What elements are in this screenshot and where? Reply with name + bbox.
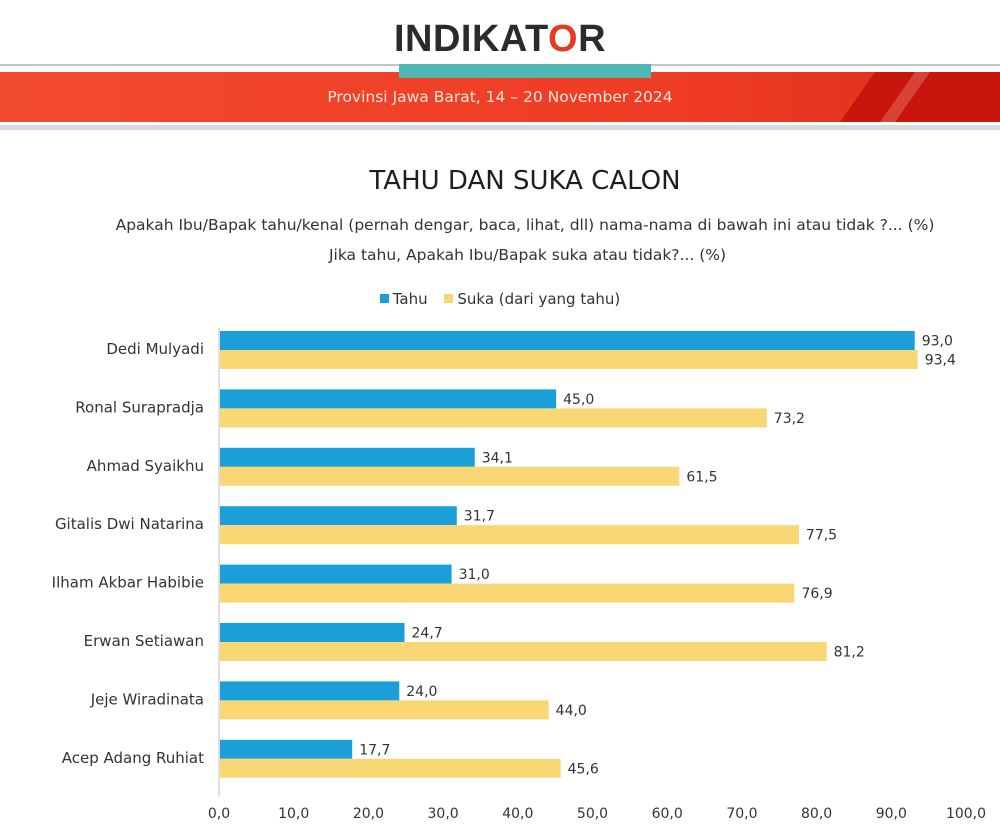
chart-title: TAHU DAN SUKA CALON — [369, 166, 681, 196]
data-label-tahu-jeje-wiradinata: 24,0 — [406, 684, 437, 700]
bar-tahu-ahmad-syaikhu — [220, 447, 475, 467]
bar-tahu-dedi-mulyadi — [220, 331, 915, 350]
data-label-suka-erwan-setiawan: 81,2 — [834, 645, 865, 661]
category-label-gitalis-dwi-natarina: Gitalis Dwi Natarina — [55, 515, 204, 533]
logo-target-icon: O — [548, 18, 579, 60]
bar-suka-ronal-surapradja — [220, 408, 767, 428]
data-label-suka-ilham-akbar-habibie: 76,9 — [801, 586, 832, 602]
legend-label-suka: Suka (dari yang tahu) — [457, 290, 621, 308]
data-label-suka-ronal-surapradja: 73,2 — [774, 411, 805, 427]
legend-label-tahu: Tahu — [392, 290, 428, 308]
data-label-tahu-acep-adang-ruhiat: 17,7 — [359, 742, 390, 758]
chart-legend: Tahu Suka (dari yang tahu) — [0, 290, 1000, 308]
bar-suka-ahmad-syaikhu — [220, 466, 680, 486]
category-label-dedi-mulyadi: Dedi Mulyadi — [106, 340, 204, 358]
data-label-tahu-ahmad-syaikhu: 34,1 — [482, 450, 513, 466]
x-tick-label: 90,0 — [876, 806, 907, 822]
data-label-suka-ahmad-syaikhu: 61,5 — [686, 469, 717, 485]
x-tick-label: 50,0 — [577, 806, 608, 822]
header-bottom-rule — [0, 125, 1000, 130]
x-tick-label: 20,0 — [353, 806, 384, 822]
x-tick-label: 10,0 — [278, 806, 309, 822]
data-label-suka-acep-adang-ruhiat: 45,6 — [568, 761, 599, 777]
category-label-acep-adang-ruhiat: Acep Adang Ruhiat — [62, 749, 204, 767]
category-label-erwan-setiawan: Erwan Setiawan — [84, 632, 204, 650]
x-tick-label: 60,0 — [652, 806, 683, 822]
legend-item-suka: Suka (dari yang tahu) — [444, 290, 620, 308]
legend-item-tahu: Tahu — [379, 290, 428, 308]
x-tick-label: 70,0 — [726, 806, 757, 822]
bar-suka-dedi-mulyadi — [220, 350, 918, 369]
bar-suka-erwan-setiawan — [220, 642, 827, 661]
data-label-tahu-gitalis-dwi-natarina: 31,7 — [464, 509, 495, 525]
data-label-suka-gitalis-dwi-natarina: 77,5 — [806, 528, 837, 544]
x-tick-label: 30,0 — [428, 806, 459, 822]
legend-swatch-tahu — [379, 294, 389, 303]
header-red-band — [0, 72, 1000, 122]
data-label-tahu-dedi-mulyadi: 93,0 — [922, 334, 953, 350]
header-teal-bar — [399, 64, 651, 78]
category-label-ronal-surapradja: Ronal Surapradja — [75, 398, 204, 416]
logo-text-c: R — [578, 18, 607, 60]
category-label-ahmad-syaikhu: Ahmad Syaikhu — [87, 457, 204, 475]
bar-suka-acep-adang-ruhiat — [220, 758, 561, 778]
data-label-suka-jeje-wiradinata: 44,0 — [556, 703, 587, 719]
x-tick-label: 80,0 — [801, 806, 832, 822]
bar-tahu-acep-adang-ruhiat — [220, 739, 353, 759]
chart-question-1: Apakah Ibu/Bapak tahu/kenal (pernah deng… — [115, 216, 935, 234]
logo-text-a: INDIKAT — [393, 18, 549, 60]
x-tick-label: 0,0 — [208, 806, 230, 822]
category-label-ilham-akbar-habibie: Ilham Akbar Habibie — [52, 574, 204, 592]
data-label-tahu-erwan-setiawan: 24,7 — [412, 626, 443, 642]
bar-suka-gitalis-dwi-natarina — [220, 525, 799, 545]
bar-tahu-ilham-akbar-habibie — [220, 564, 452, 584]
chart-question-2: Jika tahu, Apakah Ibu/Bapak suka atau ti… — [328, 246, 727, 264]
data-label-tahu-ilham-akbar-habibie: 31,0 — [459, 567, 490, 583]
bar-tahu-jeje-wiradinata — [220, 681, 400, 701]
data-label-suka-dedi-mulyadi: 93,4 — [925, 353, 956, 369]
survey-location-date: Provinsi Jawa Barat, 14 – 20 November 20… — [327, 88, 673, 106]
x-tick-label: 100,0 — [946, 806, 986, 822]
category-label-jeje-wiradinata: Jeje Wiradinata — [90, 690, 204, 708]
data-label-tahu-ronal-surapradja: 45,0 — [563, 392, 594, 408]
bar-suka-jeje-wiradinata — [220, 700, 549, 720]
legend-swatch-suka — [444, 294, 454, 303]
bar-tahu-erwan-setiawan — [220, 623, 405, 642]
bar-tahu-ronal-surapradja — [220, 389, 557, 409]
x-tick-label: 40,0 — [502, 806, 533, 822]
bar-suka-ilham-akbar-habibie — [220, 583, 795, 603]
bar-tahu-gitalis-dwi-natarina — [220, 506, 457, 526]
indikator-logo: INDIKATOR — [0, 18, 1000, 61]
